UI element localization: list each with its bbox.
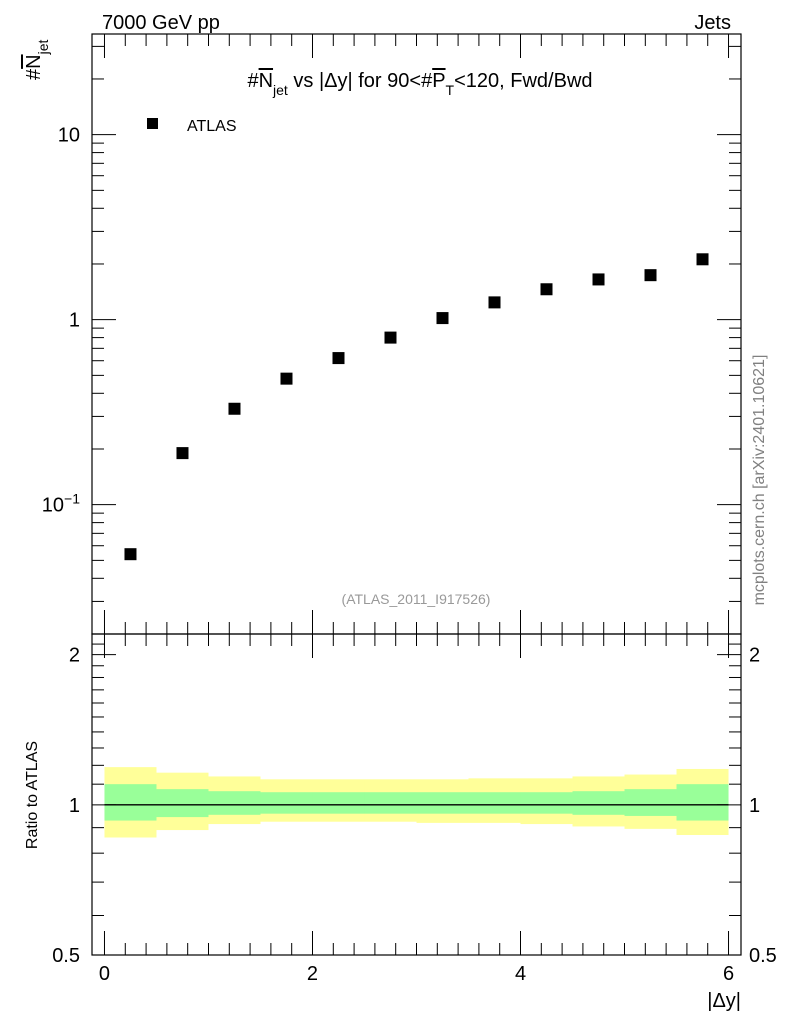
ratio-panel-ticks: 0 2 4 6 0.5 0.5 1 1 2 2	[52, 634, 777, 985]
uncertainty-band-bin	[104, 784, 157, 821]
uncertainty-band-bin	[676, 784, 729, 821]
data-point	[488, 296, 501, 309]
collision-energy-label: 7000 GeV pp	[102, 12, 220, 34]
x-tick-label: 2	[307, 963, 318, 985]
ratio-y-tick-label-right: 2	[749, 645, 760, 667]
data-point	[540, 283, 553, 296]
uncertainty-band-bin	[208, 791, 261, 815]
uncertainty-bands	[104, 767, 729, 838]
legend-marker	[147, 118, 158, 129]
main-panel-ticks: 10−1 1 10	[42, 34, 741, 635]
ratio-y-tick-label: 0.5	[52, 945, 80, 967]
uncertainty-band-bin	[416, 792, 469, 814]
data-point	[384, 331, 397, 344]
uncertainty-band-bin	[572, 791, 625, 815]
legend-entry-label: ATLAS	[187, 118, 237, 135]
uncertainty-band-bin	[260, 792, 313, 814]
data-points	[124, 253, 709, 561]
data-point	[280, 372, 293, 385]
x-tick-label: 0	[99, 963, 110, 985]
data-point	[176, 447, 189, 460]
legend: ATLAS	[147, 118, 237, 135]
data-point	[592, 273, 605, 286]
ratio-panel-frame	[91, 633, 742, 956]
source-watermark: mcplots.cern.ch [arXiv:2401.10621]	[751, 355, 768, 606]
uncertainty-band-bin	[312, 792, 365, 814]
process-label: Jets	[694, 12, 731, 34]
ratio-panel: 0 2 4 6 0.5 0.5 1 1 2 2 Ratio to ATLAS |Δy|	[24, 633, 777, 1012]
uncertainty-band-bin	[364, 792, 417, 814]
y-tick-label: 10	[58, 125, 80, 147]
y-axis-label-text: #Njet	[23, 40, 51, 80]
ratio-y-tick-label-right: 1	[749, 795, 760, 817]
uncertainty-band-bin	[468, 792, 521, 814]
data-point	[696, 253, 709, 266]
uncertainty-band-bin	[520, 792, 573, 814]
ratio-y-tick-label: 2	[69, 645, 80, 667]
ratio-y-tick-label-right: 0.5	[749, 945, 777, 967]
data-point	[332, 352, 345, 365]
ratio-y-tick-label: 1	[69, 795, 80, 817]
y-axis-label: #Njet	[23, 40, 51, 80]
ratio-y-axis-label: Ratio to ATLAS	[24, 741, 41, 849]
data-point	[124, 548, 137, 561]
y-tick-label: 1	[69, 310, 80, 332]
x-tick-label: 4	[515, 963, 526, 985]
y-tick-label: 10−1	[42, 491, 80, 517]
uncertainty-band-bin	[624, 789, 677, 816]
main-title: #Njet vs |Δy| for 90<#PT<120, Fwd/Bwd	[247, 70, 592, 98]
data-point	[644, 269, 657, 282]
data-point	[436, 312, 449, 325]
uncertainty-band-bin	[156, 789, 209, 818]
data-point	[228, 402, 241, 415]
main-panel: 10−1 1 10 #Njet vs |Δy| for 90<#PT<120, Fw…	[23, 33, 742, 635]
x-axis-label: |Δy|	[707, 990, 741, 1012]
x-tick-label: 6	[723, 963, 734, 985]
analysis-tag: (ATLAS_2011_I917526)	[342, 591, 491, 607]
